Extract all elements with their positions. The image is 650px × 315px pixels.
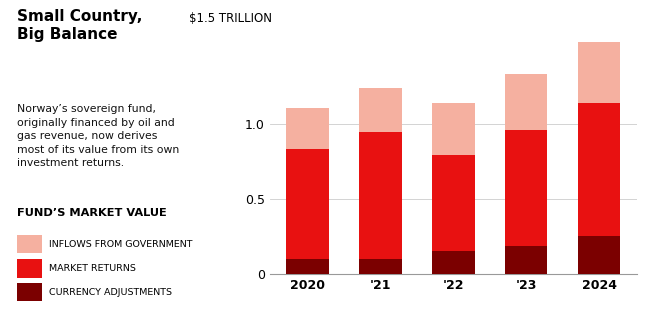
Bar [287,259,329,274]
Bar [432,251,474,274]
Bar [578,103,620,236]
FancyBboxPatch shape [17,283,42,301]
Bar [359,132,402,259]
Bar [578,236,620,274]
Text: INFLOWS FROM GOVERNMENT: INFLOWS FROM GOVERNMENT [49,240,192,249]
Text: Norway’s sovereign fund,
originally financed by oil and
gas revenue, now derives: Norway’s sovereign fund, originally fina… [17,104,179,168]
Bar [505,130,547,246]
FancyBboxPatch shape [17,235,42,253]
Bar [287,108,329,149]
Bar [432,103,474,155]
Text: CURRENCY ADJUSTMENTS: CURRENCY ADJUSTMENTS [49,288,172,297]
Bar [578,43,620,103]
Text: FUND’S MARKET VALUE: FUND’S MARKET VALUE [17,208,166,218]
Text: Small Country,
Big Balance: Small Country, Big Balance [17,9,142,42]
Text: MARKET RETURNS: MARKET RETURNS [49,264,136,273]
FancyBboxPatch shape [17,259,42,278]
Bar [359,88,402,132]
Bar [505,246,547,274]
Text: $1.5 TRILLION: $1.5 TRILLION [189,12,272,25]
Bar [287,149,329,259]
Bar [505,74,547,130]
Bar [359,259,402,274]
Bar [432,155,474,251]
